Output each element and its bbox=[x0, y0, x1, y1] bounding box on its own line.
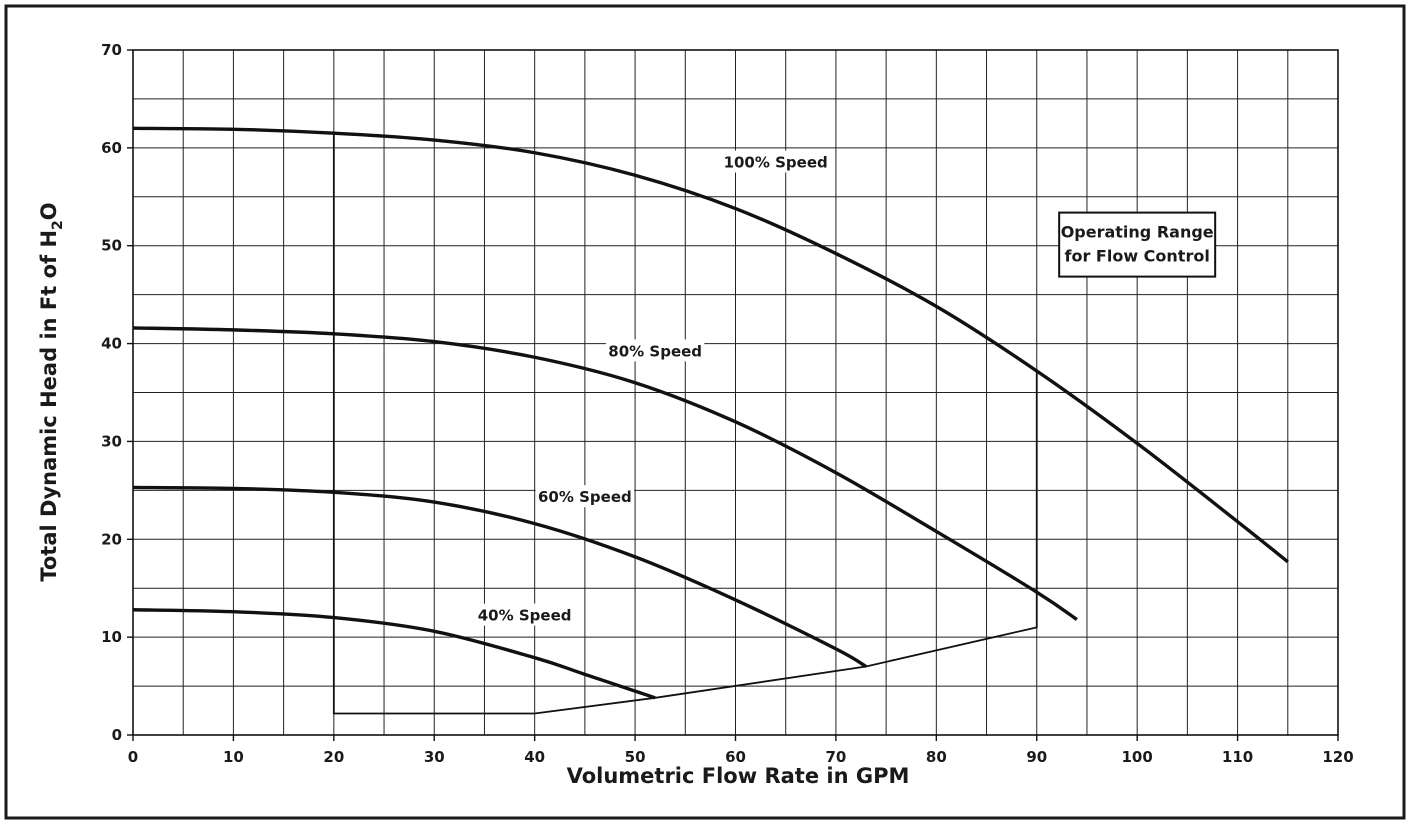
series-group bbox=[132, 126, 1289, 700]
y-axis-label-tail: O bbox=[37, 202, 61, 220]
series-line-40-pct-speed bbox=[132, 608, 656, 700]
x-tick-label-20: 20 bbox=[323, 748, 344, 766]
x-tick-label-60: 60 bbox=[725, 748, 746, 766]
curve-label-100-pct-speed: 100% Speed bbox=[724, 154, 828, 172]
curve-label-60-pct-speed: 60% Speed bbox=[538, 488, 632, 506]
y-axis-label: Total Dynamic Head in Ft of H2O bbox=[37, 202, 66, 581]
curve-label-40-pct-speed: 40% Speed bbox=[478, 607, 572, 625]
x-tick-label-100: 100 bbox=[1122, 748, 1153, 766]
x-tick-label-90: 90 bbox=[1026, 748, 1047, 766]
x-tick-label-30: 30 bbox=[424, 748, 445, 766]
y-tick-label-60: 60 bbox=[101, 139, 122, 157]
operating-range-box-line-1: Operating Range bbox=[1061, 223, 1214, 242]
series-line-60-pct-speed bbox=[132, 485, 867, 668]
label-bg-40-pct-speed bbox=[475, 603, 574, 626]
x-axis-label: Volumetric Flow Rate in GPM bbox=[567, 764, 910, 788]
series-line-100-pct-speed bbox=[132, 126, 1289, 564]
label-bg-100-pct-speed bbox=[721, 150, 830, 173]
x-tick-label-120: 120 bbox=[1322, 748, 1353, 766]
x-tick-label-50: 50 bbox=[625, 748, 646, 766]
label-bg-60-pct-speed bbox=[535, 485, 635, 508]
y-tick-label-30: 30 bbox=[101, 432, 122, 450]
y-tick-label-70: 70 bbox=[101, 41, 122, 59]
operating-range-box bbox=[1058, 211, 1217, 278]
annotations: 100% Speed 80% Speed 60% Speed 40% Speed Ope… bbox=[475, 150, 1217, 626]
label-bg-80-pct-speed bbox=[605, 339, 705, 362]
y-tick-label-50: 50 bbox=[101, 237, 122, 255]
y-axis-label-subscript: 2 bbox=[50, 220, 66, 230]
y-tick-label-20: 20 bbox=[101, 530, 122, 548]
curve-label-80-pct-speed: 80% Speed bbox=[608, 342, 702, 360]
x-tick-label-10: 10 bbox=[223, 748, 244, 766]
x-tick-label-0: 0 bbox=[128, 748, 138, 766]
outer-border bbox=[4, 4, 1406, 820]
x-tick-label-80: 80 bbox=[926, 748, 947, 766]
y-tick-label-0: 0 bbox=[112, 726, 122, 744]
y-tick-label-10: 10 bbox=[101, 628, 122, 646]
x-tick-label-70: 70 bbox=[825, 748, 846, 766]
x-tick-label-40: 40 bbox=[524, 748, 545, 766]
operating-range-box-line-2: for Flow Control bbox=[1065, 247, 1210, 266]
tick-labels: 0 10 20 30 40 50 60 70 80 90 100 110 120 0 10 20 30 40 50 6… bbox=[101, 41, 1354, 766]
x-tick-label-110: 110 bbox=[1222, 748, 1253, 766]
series-line-80-pct-speed bbox=[132, 326, 1078, 621]
y-axis-label-main: Total Dynamic Head in Ft of H bbox=[37, 230, 61, 582]
y-tick-label-40: 40 bbox=[101, 335, 122, 353]
